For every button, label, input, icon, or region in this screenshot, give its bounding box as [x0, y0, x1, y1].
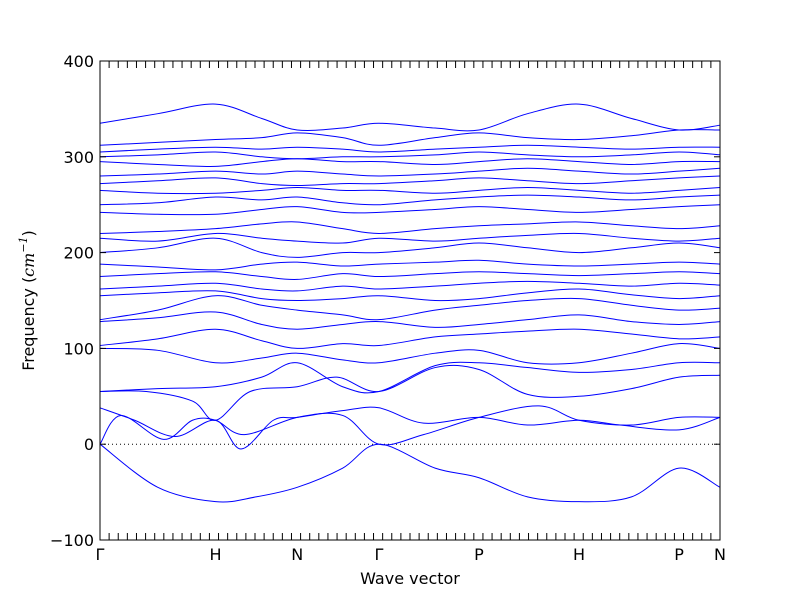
band-line-25 [99, 103, 721, 132]
band-line-0 [99, 443, 721, 503]
band-line-18 [99, 186, 721, 195]
plot-content [99, 103, 721, 503]
band-line-5 [99, 343, 721, 365]
band-line-6 [99, 328, 721, 349]
y-axis-label: Frequency (cm−1) [17, 230, 38, 371]
x-tick-label: H [210, 545, 222, 564]
y-axis-label-close: ) [19, 230, 38, 236]
x-tick-label: Γ [374, 545, 383, 564]
band-line-13 [99, 237, 721, 258]
band-line-10 [99, 280, 721, 292]
y-axis-label-text: Frequency ( [19, 277, 38, 371]
band-line-19 [99, 175, 721, 187]
band-line-21 [99, 158, 721, 167]
x-tick-label: Γ [96, 545, 105, 564]
x-tick-label: N [291, 545, 303, 564]
y-tick-label: 200 [63, 244, 94, 263]
band-line-23 [99, 144, 721, 153]
y-tick-label: 400 [63, 52, 94, 71]
band-line-9 [99, 288, 721, 302]
band-line-2 [99, 406, 721, 450]
band-line-7 [99, 311, 721, 330]
band-line-8 [99, 295, 721, 321]
y-tick-label: 0 [84, 435, 94, 454]
y-axis-label-exponent: −1 [17, 236, 30, 252]
y-tick-label: 300 [63, 148, 94, 167]
x-axis-label: Wave vector [360, 569, 460, 588]
band-line-16 [99, 204, 721, 216]
band-line-17 [99, 194, 721, 206]
band-line-15 [99, 221, 721, 234]
band-line-20 [99, 167, 721, 177]
band-line-12 [99, 259, 721, 271]
band-line-1 [99, 405, 721, 446]
y-tick-label: −100 [50, 531, 94, 550]
x-tick-label: P [474, 545, 484, 564]
band-line-24 [99, 129, 721, 146]
x-tick-label: P [674, 545, 684, 564]
band-line-11 [99, 271, 721, 280]
x-tick-label: N [714, 545, 726, 564]
x-tick-label: H [573, 545, 585, 564]
axes: −100 0 100 200 300 400 Γ H N Γ P H P N [50, 52, 726, 564]
band-line-4 [99, 361, 721, 394]
band-line-22 [99, 151, 721, 160]
y-tick-label: 100 [63, 339, 94, 358]
band-line-14 [99, 232, 721, 244]
y-axis-label-unit: cm [19, 253, 38, 277]
